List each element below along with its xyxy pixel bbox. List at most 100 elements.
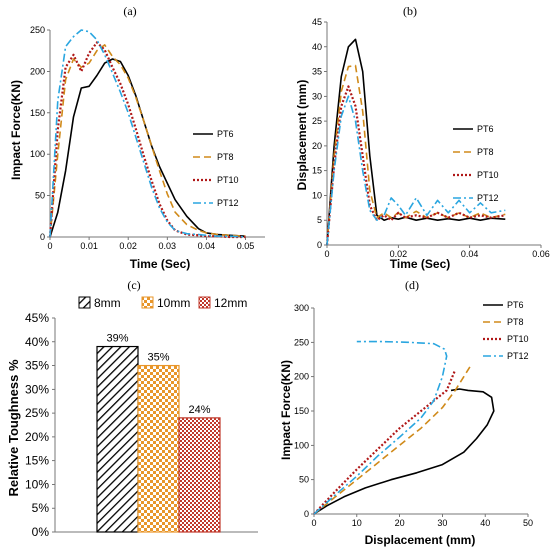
y-tick-label: 100: [294, 440, 309, 450]
legend-label-pt12: PT12: [217, 198, 239, 208]
x-tick-label: 40: [480, 518, 490, 528]
x-tick-label: 0.01: [80, 241, 98, 251]
bar-10mm: [137, 364, 180, 533]
y-tick-label: 25: [312, 116, 322, 126]
legend-label-pt10: PT10: [507, 334, 529, 344]
bar-8mm: [96, 345, 139, 533]
x-tick-label: 50: [523, 518, 533, 528]
legend-label-pt8: PT8: [507, 317, 524, 327]
x-tick-label: 0.04: [461, 249, 479, 259]
legend-label-8mm: 8mm: [94, 296, 121, 310]
y-tick-label: 25%: [25, 406, 49, 420]
x-tick-label: 20: [395, 518, 405, 528]
panel-c-label: (c): [127, 278, 140, 292]
series-line-pt6: [313, 388, 495, 515]
x-tick-label: 10: [352, 518, 362, 528]
y-tick-label: 35: [312, 67, 322, 77]
y-tick-label: 20: [312, 141, 322, 151]
bar-data-label: 39%: [106, 333, 128, 345]
series-line-pt8: [49, 44, 246, 238]
y-tick-label: 0: [317, 240, 322, 250]
y-tick-label: 15%: [25, 454, 49, 468]
y-tick-label: 300: [294, 303, 309, 313]
y-tick-label: 100: [30, 149, 45, 159]
legend-label-pt10: PT10: [217, 175, 239, 185]
y-tick-label: 200: [30, 66, 45, 76]
panel-a-y-axis-label: Impact Force(KN): [9, 80, 23, 180]
panel-d-label: (d): [405, 278, 419, 292]
legend-label-pt6: PT6: [217, 129, 234, 139]
panel-b-y-axis-label: Displacement (mm): [295, 80, 309, 191]
legend-swatch-10mm: [141, 296, 154, 309]
legend-label-12mm: 12mm: [214, 296, 247, 310]
x-tick-label: 0: [47, 241, 52, 251]
y-tick-label: 0: [40, 232, 45, 242]
x-tick-label: 0.02: [119, 241, 137, 251]
series-line-pt12: [326, 95, 506, 246]
y-tick-label: 5%: [32, 501, 50, 515]
bar-data-label: 24%: [188, 404, 210, 416]
series-line-pt6: [326, 38, 506, 246]
panel-b-x-axis-label: Time (Sec): [390, 257, 450, 271]
y-tick-label: 10: [312, 190, 322, 200]
x-tick-label: 0.05: [237, 241, 255, 251]
series-line-pt6: [49, 58, 246, 238]
legend-label-pt8: PT8: [217, 152, 234, 162]
series-line-pt8: [313, 365, 471, 515]
legend-swatch-8mm: [78, 296, 91, 309]
y-tick-label: 150: [294, 406, 309, 416]
y-tick-label: 10%: [25, 477, 49, 491]
legend-label-pt12: PT12: [507, 351, 529, 361]
legend-label-pt6: PT6: [477, 124, 494, 134]
y-tick-label: 250: [294, 337, 309, 347]
panel-d-y-axis-label: Impact Force(KN): [279, 360, 293, 460]
x-tick-label: 30: [437, 518, 447, 528]
panel-d-impact-force-vs-displacement: (d) Impact Force(KN) Displacement (mm) 0…: [279, 278, 533, 547]
y-tick-label: 0%: [32, 525, 50, 539]
x-tick-label: 0.03: [159, 241, 177, 251]
panel-b-label: (b): [403, 4, 417, 18]
y-tick-label: 50: [299, 475, 309, 485]
legend-label-pt6: PT6: [507, 300, 524, 310]
legend-label-pt12: PT12: [477, 193, 499, 203]
series-line-pt10: [313, 369, 457, 515]
y-tick-label: 35%: [25, 359, 49, 373]
panel-c-relative-toughness: (c) Relative Toughness % 0% 5% 10% 15% 20% 25…: [6, 278, 258, 539]
y-tick-label: 5: [317, 215, 322, 225]
panel-d-x-axis-label: Displacement (mm): [365, 533, 476, 547]
y-tick-label: 30: [312, 91, 322, 101]
y-tick-label: 20%: [25, 430, 49, 444]
series-line-pt12: [49, 29, 246, 238]
y-tick-label: 150: [30, 108, 45, 118]
panel-a-impact-force-vs-time: (a) Impact Force(KN) Time (Sec) 0 50 100 15…: [9, 4, 265, 271]
y-tick-label: 45%: [25, 311, 49, 325]
legend-label-pt10: PT10: [477, 170, 499, 180]
y-tick-label: 250: [30, 25, 45, 35]
panel-a-x-axis-label: Time (Sec): [130, 257, 190, 271]
legend-label-10mm: 10mm: [157, 296, 190, 310]
y-tick-label: 200: [294, 372, 309, 382]
y-tick-label: 45: [312, 17, 322, 27]
y-tick-label: 40: [312, 42, 322, 52]
x-tick-label: 0.04: [198, 241, 216, 251]
bar-12mm: [178, 417, 221, 533]
x-tick-label: 0.06: [532, 249, 550, 259]
panel-b-displacement-vs-time: (b) Displacement (mm) Time (Sec) 0 5 10 15 2…: [295, 4, 550, 271]
bar-data-label: 35%: [147, 352, 169, 364]
x-tick-label: 0: [311, 518, 316, 528]
legend-swatch-12mm: [198, 296, 211, 309]
legend-label-pt8: PT8: [477, 147, 494, 157]
series-line-pt10: [325, 85, 506, 246]
y-tick-label: 30%: [25, 382, 49, 396]
panel-a-label: (a): [123, 4, 136, 18]
series-line-pt12: [313, 340, 448, 515]
series-line-pt10: [48, 41, 246, 239]
panel-c-y-axis-label: Relative Toughness %: [6, 359, 21, 496]
y-tick-label: 50: [35, 191, 45, 201]
y-tick-label: 40%: [25, 335, 49, 349]
y-tick-label: 15: [312, 166, 322, 176]
x-tick-label: 0: [324, 249, 329, 259]
x-tick-label: 0.02: [390, 249, 408, 259]
y-tick-label: 0: [304, 509, 309, 519]
